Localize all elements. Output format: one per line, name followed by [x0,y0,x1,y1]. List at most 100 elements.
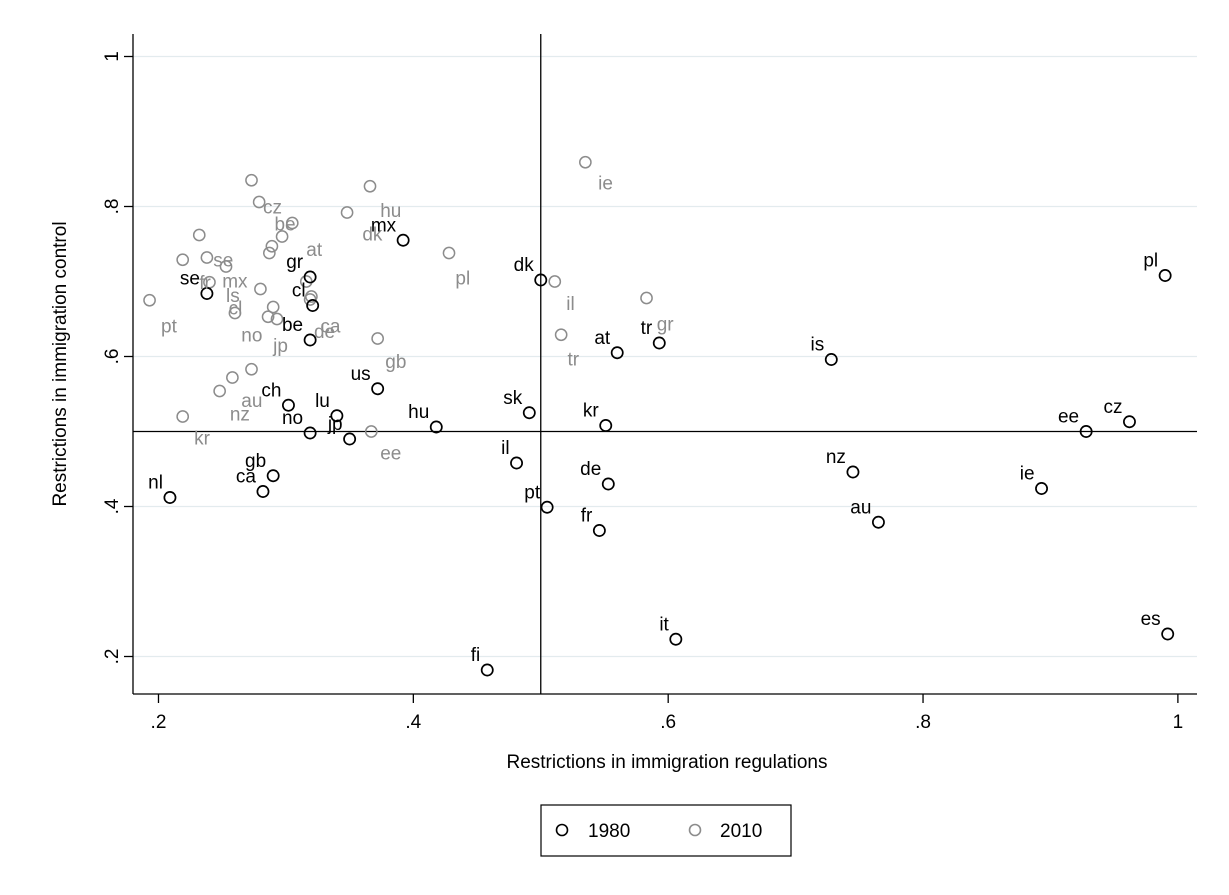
label-2010-de: de [314,322,335,343]
point-2010-se [176,253,190,267]
label-1980-ee: ee [1058,407,1079,428]
point-2010-sk [270,312,284,326]
x-tick-label: .4 [405,712,421,733]
label-1980-kr: kr [583,401,600,422]
label-1980-ie: ie [1020,464,1035,485]
point-1980-gb [266,469,280,483]
label-1980-be: be [282,315,303,336]
label-2010-ls: ls [226,286,240,307]
label-1980-mx: mx [371,215,397,236]
point-2010-gb [548,275,562,288]
point-1980-au [871,515,885,529]
label-1980-hu: hu [408,402,429,423]
point-2010-it [266,300,280,314]
point-1980-il [510,456,523,470]
point-1980-nl [163,491,177,504]
label-1980-pl: pl [1143,251,1158,272]
label-2010-nz: nz [230,404,250,425]
label-1980-tr: tr [641,318,653,339]
y-axis-title: Restrictions in immigration control [50,221,71,506]
point-2010-es [219,260,233,273]
point-2010-pt [143,293,156,307]
x-tick-label: .2 [151,712,167,733]
y-tick-label: 1 [102,51,123,62]
point-1980-be [303,333,317,347]
point-2010-mx [200,251,214,264]
point-2010-au [226,371,239,384]
label-1980-jp: jp [327,414,343,435]
label-2010-jp: jp [272,336,288,357]
label-1980-de: de [580,459,601,480]
y-tick-label: .6 [102,349,123,365]
label-1980-no: no [282,408,303,429]
point-1980-gr [303,270,317,284]
reference-lines [133,34,1197,694]
label-1980-se: se [180,269,200,290]
label-1980-es: es [1141,609,1161,630]
point-1980-nz [846,465,860,479]
point-2010-ie [579,155,592,169]
label-2010-gr: gr [657,314,675,335]
point-1980-lu [330,409,344,423]
label-2010-fr: fr [199,273,211,294]
label-1980-dk: dk [514,255,535,276]
point-2010-ee [364,425,378,438]
point-1980-at [610,346,624,360]
point-1980-ie [1035,482,1048,495]
label-1980-ch: ch [261,380,281,401]
label-2010-se: se [213,251,233,272]
label-1980-au: au [850,497,871,518]
point-1980-tr [652,336,666,350]
grid-layer [133,55,1197,658]
label-2010-no: no [241,326,262,347]
point-1980-is [824,353,838,366]
label-2010-cl: cl [229,299,243,320]
legend-marker-2010 [688,823,702,837]
legend-box [540,804,792,857]
point-1980-se [200,287,214,300]
label-2010-kr: kr [194,428,211,449]
label-2010-mx: mx [222,272,248,293]
label-2010-ca: ca [320,317,341,338]
point-1980-mx [396,233,410,247]
label-2010-gb: gb [385,352,406,373]
point-2010-nz [213,384,226,398]
legend: 1980 2010 [540,804,792,857]
point-2010-cz [252,195,266,209]
point-2010-cl [228,306,242,320]
point-2010-fr [192,228,206,242]
point-2010-hu [442,246,456,260]
x-axis-title: Restrictions in immigration regulations [506,752,827,773]
y-tick-label: .4 [102,498,123,514]
axes: .2 .4 .6 .8 1 .2 .4 .6 .8 1 [102,34,1197,733]
x-tick-label: .8 [915,712,931,733]
point-1980-us [371,382,385,396]
point-1980-sk [522,406,536,420]
point-2010-lu [261,310,275,324]
data-points [143,155,1175,677]
label-1980-it: it [659,614,669,635]
label-1980-cz: cz [1103,397,1122,418]
point-1980-pt [540,500,554,514]
point-1980-cz [1123,415,1136,429]
label-1980-us: us [351,364,371,385]
label-2010-cz: cz [263,197,282,218]
point-1980-es [1161,627,1175,641]
point-1980-ch [282,398,295,412]
label-2010-pl: pl [455,269,470,290]
label-2010-ie: ie [598,173,613,194]
legend-label-2010: 2010 [720,821,762,842]
label-2010-il: il [566,294,574,315]
point-1980-dk [534,273,548,287]
point-1980-fi [480,663,494,677]
point-2010-ch [245,362,258,376]
point-1980-hu [429,420,443,434]
label-2010-at: at [306,240,323,261]
y-tick-label: .2 [102,649,123,665]
label-1980-at: at [594,328,611,349]
point-1980-ca [256,485,270,498]
point-2010-be [262,246,276,260]
label-1980-il: il [501,438,509,459]
